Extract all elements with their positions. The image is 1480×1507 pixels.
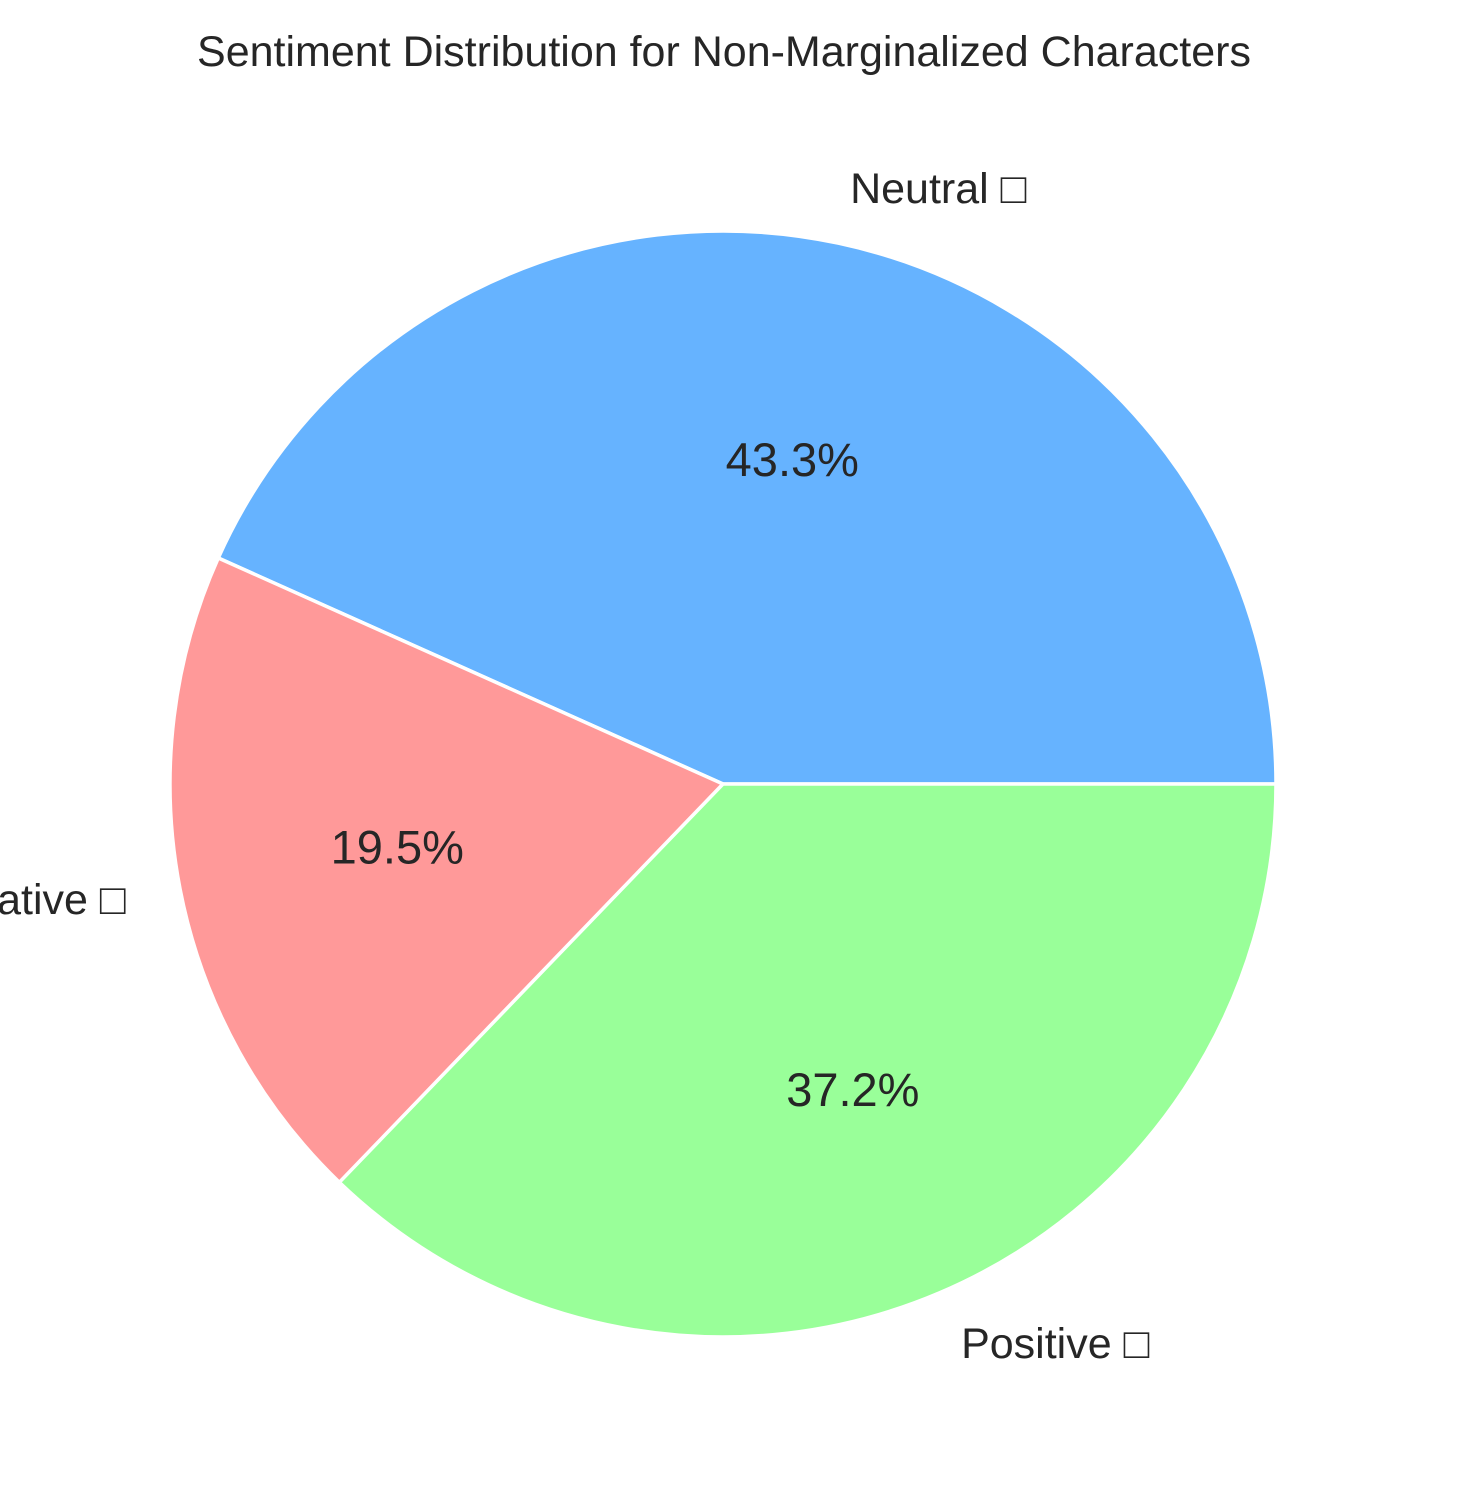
- slice-label-positive: Positive □: [961, 1320, 1150, 1368]
- pie-slice-neutral: [216, 229, 1278, 786]
- slice-percent-negative: 19.5%: [331, 821, 464, 874]
- slice-label-negative: Negative □: [0, 876, 126, 924]
- pie-slices: [168, 229, 1278, 1339]
- pie-slice-negative: [168, 556, 725, 1185]
- pie-slice-positive: [337, 782, 1278, 1339]
- chart-title: Sentiment Distribution for Non-Marginali…: [197, 28, 1251, 76]
- slice-percent-positive: 37.2%: [786, 1063, 919, 1116]
- pie-labels: Neutral □ 43.3% Negative □ 19.5% Positive □ 3…: [0, 165, 1150, 1368]
- slice-label-neutral: Neutral □: [850, 165, 1027, 213]
- slice-percent-neutral: 43.3%: [726, 433, 859, 486]
